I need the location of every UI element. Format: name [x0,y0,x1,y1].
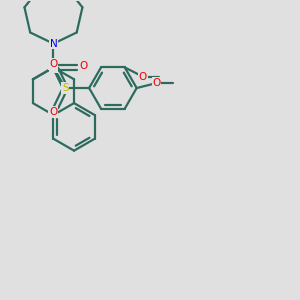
Text: N: N [50,62,57,72]
Text: O: O [139,72,147,82]
Text: O: O [79,61,87,71]
Text: S: S [62,83,69,93]
Text: N: N [50,39,57,49]
Text: O: O [152,78,160,88]
Text: O: O [49,107,58,117]
Text: O: O [49,59,58,69]
